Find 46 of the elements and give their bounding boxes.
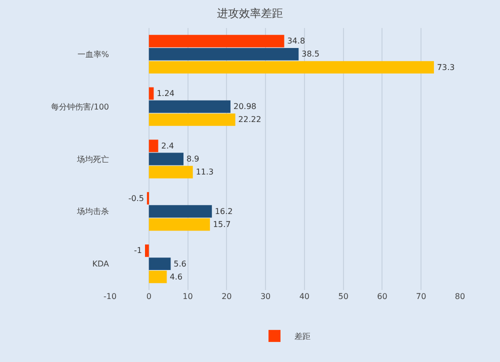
y-tick-label: 一血率% <box>77 50 110 59</box>
bar <box>148 113 236 126</box>
bar <box>148 218 210 231</box>
x-tick-label: 20 <box>222 292 232 301</box>
bar <box>148 166 193 178</box>
data-label: 73.3 <box>436 62 455 72</box>
legend-label: 差距 <box>294 332 310 342</box>
data-label: 11.3 <box>196 168 214 177</box>
y-tick-label: KDA <box>92 260 110 269</box>
y-tick-label: 场均死亡 <box>76 154 109 164</box>
chart-title: 进攻效率差距 <box>217 6 283 20</box>
bar <box>148 100 230 113</box>
data-label: 2.4 <box>161 141 174 150</box>
bar <box>148 61 434 74</box>
data-label: 5.6 <box>174 259 186 268</box>
data-label: 34.8 <box>287 36 306 46</box>
bar <box>148 258 171 270</box>
data-label: 20.98 <box>233 102 256 112</box>
bar <box>148 205 212 218</box>
data-label: 22.22 <box>238 115 262 124</box>
bar <box>148 34 284 48</box>
bar <box>148 87 154 100</box>
x-tick-label: 80 <box>454 292 466 301</box>
x-tick-label: 60 <box>377 292 388 301</box>
x-tick-label: -10 <box>103 292 117 301</box>
x-tick-label: 10 <box>182 292 193 301</box>
data-label: -1 <box>134 246 142 256</box>
bar <box>148 152 184 166</box>
data-label: 15.7 <box>212 220 231 229</box>
data-label: 38.5 <box>302 50 320 59</box>
data-label: 16.2 <box>214 206 233 216</box>
data-label: -0.5 <box>128 194 144 203</box>
y-tick-label: 场均击杀 <box>76 207 109 216</box>
bar <box>145 244 149 257</box>
x-tick-label: 50 <box>338 292 348 301</box>
y-tick-label: 每分钟伤害/100 <box>51 102 109 112</box>
data-label: 8.9 <box>186 154 200 164</box>
x-tick-label: 70 <box>416 292 426 301</box>
data-label: 4.6 <box>170 272 183 282</box>
x-tick-label: 40 <box>299 292 310 301</box>
data-label: 1.24 <box>156 89 175 98</box>
bar <box>148 270 167 284</box>
x-tick-label: 0 <box>146 292 152 301</box>
x-tick-label: 30 <box>260 292 271 301</box>
bar <box>148 48 299 60</box>
bar <box>148 140 158 152</box>
